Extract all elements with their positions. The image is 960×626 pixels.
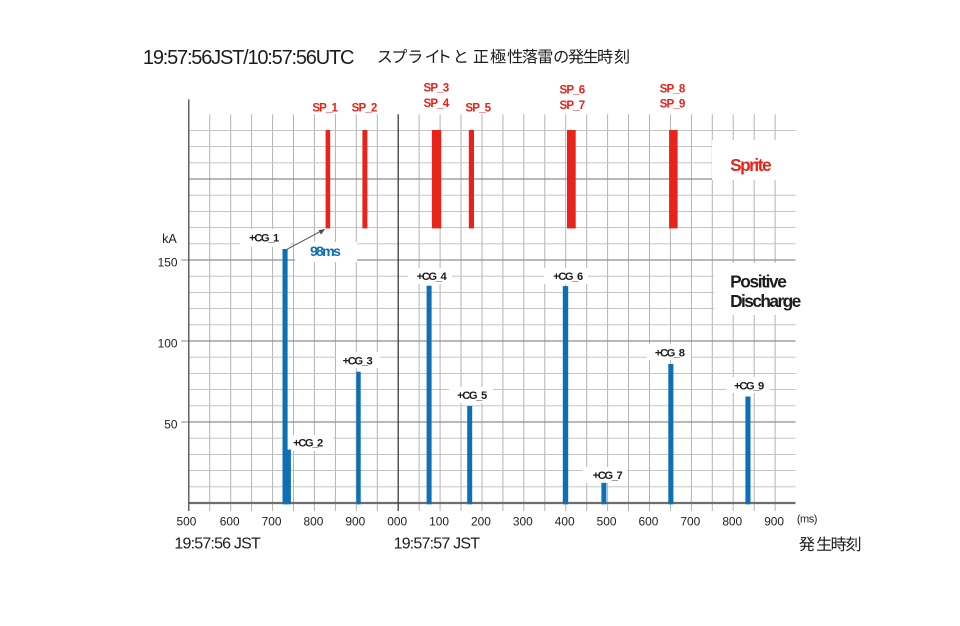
svg-text:000: 000	[387, 514, 407, 528]
svg-text:SP_2: SP_2	[352, 101, 377, 114]
svg-text:800: 800	[304, 514, 324, 528]
svg-text:19:57:57 JST: 19:57:57 JST	[394, 535, 481, 552]
svg-text:Sprite: Sprite	[730, 155, 772, 175]
svg-text:kA: kA	[162, 232, 177, 246]
svg-text:700: 700	[262, 514, 282, 528]
svg-text:700: 700	[680, 514, 700, 528]
svg-text:SP_6: SP_6	[560, 83, 586, 96]
svg-text:SP_4: SP_4	[424, 97, 450, 110]
svg-text:(ms): (ms)	[797, 514, 817, 526]
svg-text:Discharge: Discharge	[730, 291, 802, 311]
svg-text:+CG_2: +CG_2	[293, 438, 323, 450]
svg-text:300: 300	[513, 514, 533, 528]
svg-text:SP_9: SP_9	[660, 98, 686, 111]
svg-text:900: 900	[764, 514, 784, 528]
svg-text:19:57:56 JST: 19:57:56 JST	[174, 535, 261, 552]
svg-text:200: 200	[471, 514, 491, 528]
svg-text:+CG_6: +CG_6	[553, 271, 583, 283]
svg-text:800: 800	[722, 514, 742, 528]
svg-text:600: 600	[639, 514, 659, 528]
svg-text:500: 500	[176, 514, 196, 528]
svg-text:+CG_4: +CG_4	[417, 271, 448, 283]
svg-text:SP_5: SP_5	[465, 102, 491, 115]
svg-text:19:57:56JST/10:57:56UTC: 19:57:56JST/10:57:56UTC	[143, 47, 354, 69]
svg-text:150: 150	[158, 255, 178, 269]
svg-text:SP_1: SP_1	[312, 101, 338, 114]
svg-text:SP_8: SP_8	[660, 83, 686, 96]
svg-text:SP_7: SP_7	[560, 99, 585, 112]
svg-text:+CG_5: +CG_5	[457, 390, 487, 402]
svg-text:+CG_9: +CG_9	[734, 380, 764, 392]
svg-text:SP_3: SP_3	[424, 82, 450, 95]
svg-text:+CG_7: +CG_7	[593, 470, 623, 482]
svg-text:900: 900	[345, 514, 365, 528]
svg-text:100: 100	[158, 336, 178, 350]
svg-text:500: 500	[597, 514, 617, 528]
svg-text:+CG_1: +CG_1	[249, 233, 279, 245]
svg-text:Positive: Positive	[730, 271, 787, 291]
svg-text:+CG_8: +CG_8	[655, 348, 685, 360]
svg-text:+CG_3: +CG_3	[343, 356, 373, 368]
svg-text:100: 100	[429, 514, 449, 528]
svg-text:98ms: 98ms	[310, 244, 341, 260]
svg-text:400: 400	[555, 514, 575, 528]
svg-text:600: 600	[220, 514, 240, 528]
svg-text:50: 50	[164, 417, 178, 431]
